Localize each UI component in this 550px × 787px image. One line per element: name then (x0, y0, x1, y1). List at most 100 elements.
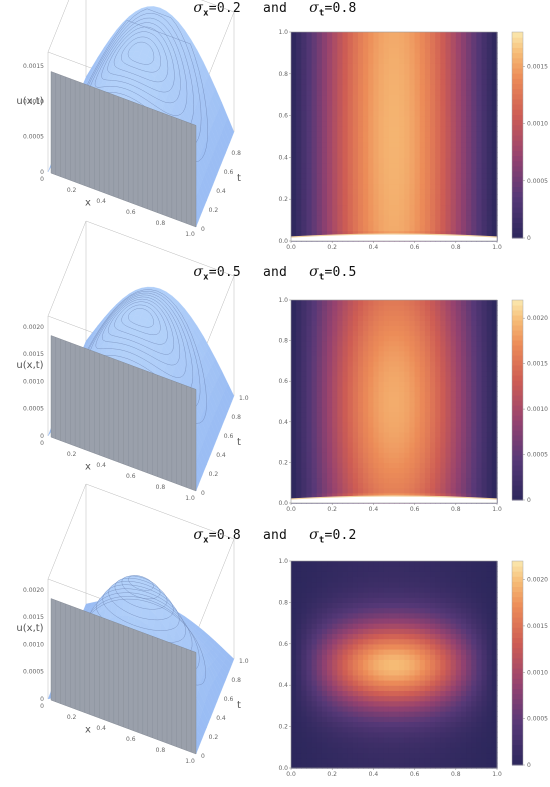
density-cell (482, 356, 488, 362)
density-cells (291, 300, 498, 504)
density-cell (373, 467, 379, 473)
density-cell (296, 582, 302, 588)
density-cell (379, 48, 385, 54)
y-tick-label: 0.8 (278, 338, 288, 345)
density-cell (317, 437, 323, 443)
density-cell (348, 473, 354, 479)
density-cell (348, 320, 354, 326)
density-cell (446, 351, 452, 357)
density-cell (430, 467, 436, 473)
density-cell (317, 391, 323, 397)
density-cell (476, 305, 482, 311)
density-cell (466, 147, 472, 153)
density-cell (399, 157, 405, 163)
density-cell (487, 42, 493, 48)
density-cell (301, 478, 307, 484)
density-cell (425, 58, 431, 64)
density-cell (461, 137, 467, 143)
density-cell (482, 63, 488, 69)
density-cell (425, 391, 431, 397)
density-cell (358, 42, 364, 48)
density-cell (476, 42, 482, 48)
density-cell (301, 758, 307, 764)
density-cell (451, 220, 457, 226)
density-cell (420, 417, 426, 423)
density-cell (373, 194, 379, 200)
density-cell (394, 407, 400, 413)
colorbar-cell (512, 390, 523, 396)
density-cell (425, 110, 431, 116)
density-cell (379, 100, 385, 106)
density-cell (296, 376, 302, 382)
density-cell (379, 457, 385, 463)
density-cell (301, 310, 307, 316)
density-cell (420, 157, 426, 163)
density-cell (348, 417, 354, 423)
density-cell (456, 178, 462, 184)
density-cell (368, 320, 374, 326)
density-cell (471, 478, 477, 484)
density-cell (348, 194, 354, 200)
density-cell (425, 173, 431, 179)
density-cell (379, 126, 385, 132)
density-cell (348, 452, 354, 458)
density-cell (476, 427, 482, 433)
density-cell (301, 737, 307, 743)
density-cell (399, 478, 405, 484)
density-cell (440, 152, 446, 158)
density-cell (425, 432, 431, 438)
density-cell (415, 163, 421, 169)
density-cell (322, 442, 328, 448)
density-cell (337, 346, 343, 352)
density-cell (399, 356, 405, 362)
density-cell (368, 74, 374, 80)
density-cell (358, 407, 364, 413)
density-cell (332, 204, 338, 210)
density-cell (332, 336, 338, 342)
density-cell (404, 142, 410, 148)
density-cell (389, 121, 395, 127)
density-cell (420, 178, 426, 184)
density-cell (389, 346, 395, 352)
density-cell (379, 58, 385, 64)
density-cell (358, 142, 364, 148)
density-cell (306, 48, 312, 54)
density-cell (373, 142, 379, 148)
colorbar-cell (512, 325, 523, 331)
density-cell (476, 110, 482, 116)
density-cell (296, 716, 302, 722)
density-cell (487, 462, 493, 468)
density-cell (306, 412, 312, 418)
density-cell (435, 437, 441, 443)
density-cell (337, 173, 343, 179)
density-cell (482, 220, 488, 226)
density-cell (394, 478, 400, 484)
density-cell (353, 178, 359, 184)
density-cell (476, 346, 482, 352)
density-cell (404, 346, 410, 352)
density-cell (425, 336, 431, 342)
density-cell (389, 142, 395, 148)
density-cell (358, 427, 364, 433)
density-cell (430, 152, 436, 158)
density-cell (415, 371, 421, 377)
density-cell (461, 58, 467, 64)
density-cell (337, 53, 343, 59)
density-cell (430, 462, 436, 468)
density-cell (301, 483, 307, 489)
density-cell (291, 69, 297, 75)
density-cell (322, 371, 328, 377)
density-cell (332, 100, 338, 106)
density-cell (420, 305, 426, 311)
density-cell (343, 371, 349, 377)
density-cell (461, 173, 467, 179)
density-cell (301, 407, 307, 413)
density-cell (363, 126, 369, 132)
density-cell (343, 412, 349, 418)
density-cell (451, 376, 457, 382)
density-cell (440, 210, 446, 216)
density-cell (363, 376, 369, 382)
density-cell (461, 427, 467, 433)
density-cell (451, 110, 457, 116)
density-cell (379, 437, 385, 443)
